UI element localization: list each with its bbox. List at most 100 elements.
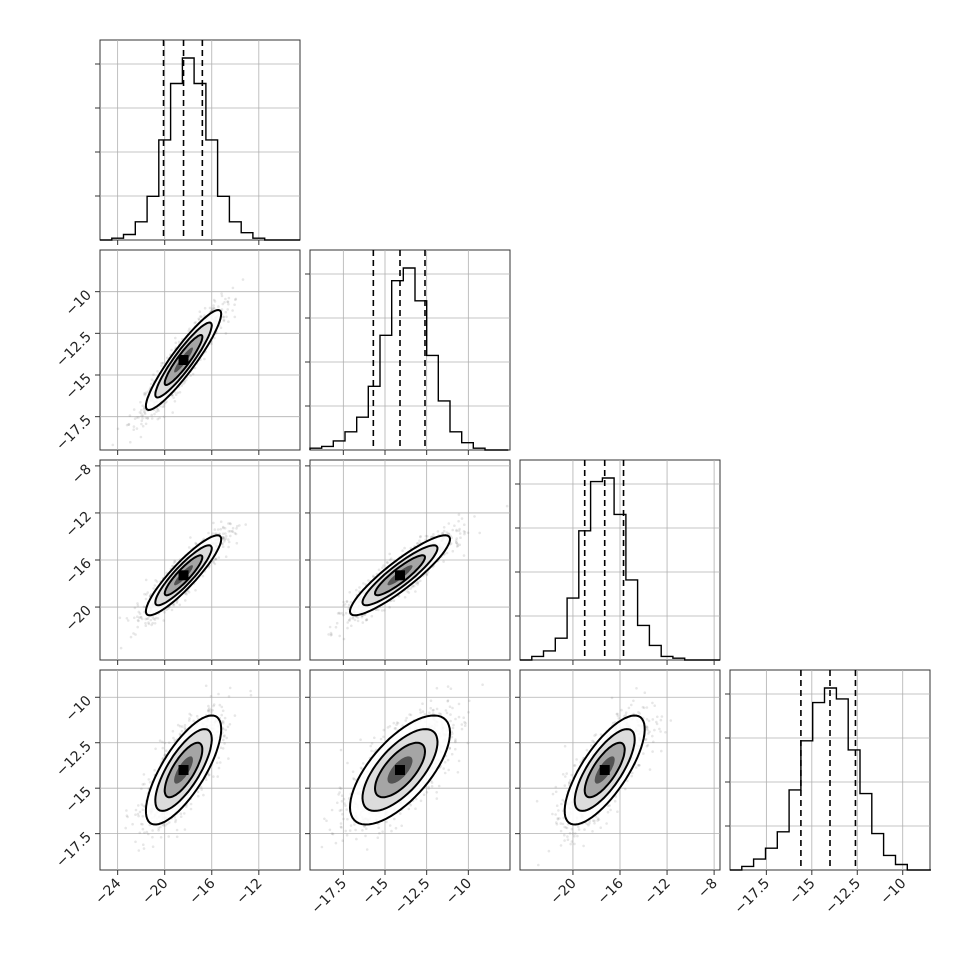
- scatter-point: [351, 615, 355, 619]
- scatter-point: [336, 612, 340, 615]
- scatter-point: [129, 440, 132, 444]
- scatter-point: [436, 530, 440, 533]
- scatter-point: [192, 719, 195, 723]
- panel-frame: [99, 39, 301, 241]
- scatter-point: [382, 564, 385, 567]
- scatter-point: [224, 532, 227, 535]
- scatter-point: [426, 535, 429, 538]
- scatter-point: [142, 407, 146, 411]
- scatter-point: [154, 579, 157, 582]
- scatter-point: [424, 534, 428, 538]
- scatter-point: [342, 613, 345, 617]
- scatter-point: [141, 808, 145, 812]
- scatter-point: [445, 551, 449, 555]
- scatter-point: [217, 556, 221, 559]
- scatter-point: [241, 278, 245, 281]
- panel-content: [118, 520, 247, 650]
- scatter-point: [216, 775, 219, 778]
- scatter-point: [126, 619, 130, 622]
- scatter-point: [328, 625, 332, 629]
- scatter-point: [132, 632, 135, 635]
- scatter-point: [167, 835, 170, 838]
- scatter-point: [227, 296, 231, 300]
- scatter-point: [348, 591, 352, 594]
- scatter-point: [144, 391, 147, 395]
- scatter-point: [147, 622, 151, 626]
- scatter-point: [175, 601, 179, 604]
- scatter-point: [155, 410, 158, 414]
- scatter-point: [478, 531, 482, 535]
- contour-line: [144, 534, 223, 617]
- scatter-point: [170, 348, 173, 352]
- scatter-point: [249, 689, 252, 693]
- panel-content: [111, 278, 245, 447]
- scatter-point: [142, 605, 146, 609]
- scatter-point: [179, 815, 183, 818]
- scatter-point: [214, 557, 218, 561]
- scatter-point: [409, 587, 412, 590]
- scatter-point: [176, 723, 180, 727]
- scatter-point: [153, 622, 157, 625]
- scatter-point: [184, 599, 187, 602]
- scatter-point: [126, 815, 129, 819]
- scatter-point: [163, 611, 166, 614]
- scatter-point: [455, 545, 459, 548]
- scatter-point: [208, 773, 211, 776]
- scatter-point: [445, 531, 449, 534]
- scatter-point: [403, 546, 406, 550]
- scatter-point: [409, 546, 413, 550]
- scatter-point: [235, 541, 239, 545]
- scatter-point: [458, 543, 462, 547]
- scatter-point: [193, 366, 197, 370]
- scatter-point: [466, 531, 470, 535]
- scatter-point: [349, 600, 353, 604]
- scatter-point: [147, 832, 150, 836]
- scatter-point: [347, 618, 351, 622]
- scatter-point: [385, 561, 389, 564]
- scatter-point: [153, 768, 156, 772]
- scatter-point: [183, 828, 187, 831]
- scatter-point: [161, 757, 164, 761]
- scatter-point: [223, 526, 227, 530]
- scatter-point: [142, 773, 146, 776]
- histogram-steps: [520, 477, 720, 661]
- scatter-point: [361, 621, 365, 624]
- scatter-point: [185, 593, 188, 596]
- contour-line: [154, 321, 213, 399]
- scatter-point: [226, 725, 230, 729]
- scatter-point: [222, 318, 226, 322]
- scatter-point: [144, 416, 148, 420]
- scatter-point: [141, 424, 145, 428]
- scatter-panel-1-0: [99, 249, 301, 451]
- scatter-point: [392, 599, 396, 602]
- scatter-point: [147, 778, 151, 781]
- scatter-point: [343, 603, 347, 606]
- scatter-point: [403, 596, 407, 599]
- scatter-point: [161, 823, 164, 826]
- scatter-point: [187, 329, 190, 333]
- scatter-point: [455, 537, 459, 540]
- scatter-point: [222, 319, 226, 323]
- scatter-point: [144, 578, 148, 582]
- scatter-point: [442, 529, 446, 533]
- scatter-point: [227, 530, 231, 533]
- scatter-point: [345, 600, 349, 603]
- scatter-point: [195, 714, 199, 718]
- scatter-point: [137, 416, 140, 419]
- scatter-point: [224, 297, 227, 301]
- scatter-point: [164, 824, 167, 827]
- scatter-point: [220, 713, 223, 717]
- scatter-point: [213, 336, 216, 340]
- scatter-point: [219, 520, 223, 523]
- scatter-point: [455, 529, 459, 533]
- scatter-point: [457, 519, 460, 523]
- scatter-point: [463, 530, 467, 534]
- scatter-point: [174, 341, 178, 345]
- scatter-point: [188, 712, 191, 716]
- scatter-point: [157, 409, 160, 413]
- scatter-point: [171, 729, 175, 733]
- panel-frame: [309, 249, 511, 451]
- scatter-point: [145, 593, 148, 596]
- scatter-point: [450, 536, 454, 539]
- scatter-point: [447, 532, 451, 536]
